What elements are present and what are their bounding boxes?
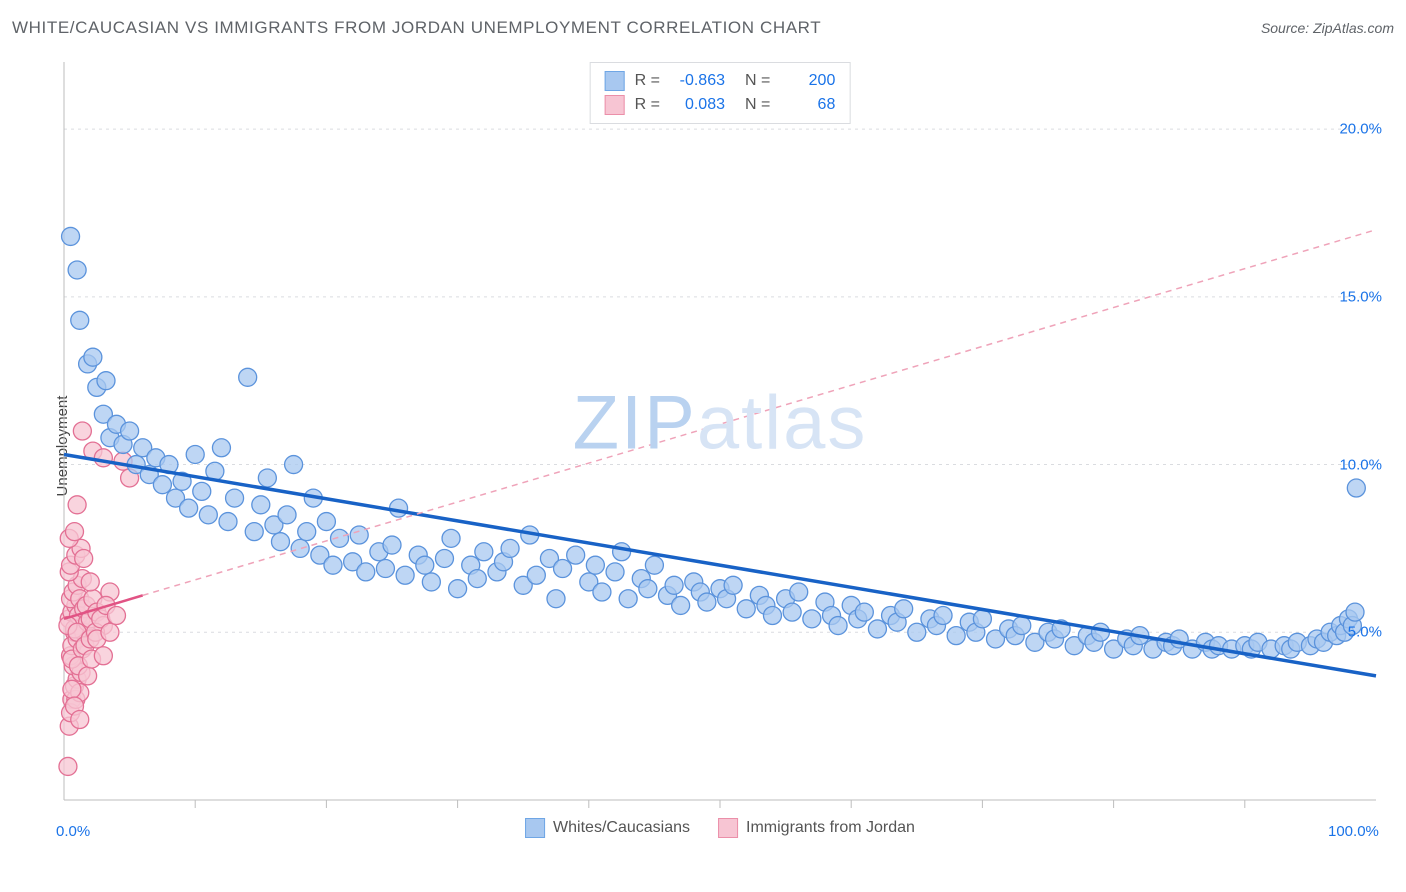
chart-title: WHITE/CAUCASIAN VS IMMIGRANTS FROM JORDA… — [12, 18, 821, 38]
x-axis-max-label: 100.0% — [1328, 823, 1379, 840]
source-attribution: Source: ZipAtlas.com — [1261, 20, 1394, 36]
legend-swatch — [525, 818, 545, 838]
y-tick-label: 10.0% — [1339, 456, 1382, 473]
legend-row: R =-0.863N =200 — [605, 69, 836, 93]
legend-swatch — [718, 818, 738, 838]
legend-item: Whites/Caucasians — [525, 818, 690, 838]
plot-area — [50, 56, 1390, 836]
y-tick-label: 20.0% — [1339, 121, 1382, 138]
legend-row: R =0.083N =68 — [605, 93, 836, 117]
correlation-legend: R =-0.863N =200R =0.083N =68 — [590, 62, 851, 124]
correlation-chart: Unemployment ZIPatlas R =-0.863N =200R =… — [50, 56, 1390, 836]
series-legend: Whites/Caucasians Immigrants from Jordan — [525, 818, 915, 838]
legend-swatch — [605, 71, 625, 91]
y-tick-label: 5.0% — [1348, 624, 1382, 641]
y-tick-label: 15.0% — [1339, 288, 1382, 305]
legend-swatch — [605, 95, 625, 115]
x-axis-min-label: 0.0% — [56, 823, 90, 840]
legend-item: Immigrants from Jordan — [718, 818, 915, 838]
